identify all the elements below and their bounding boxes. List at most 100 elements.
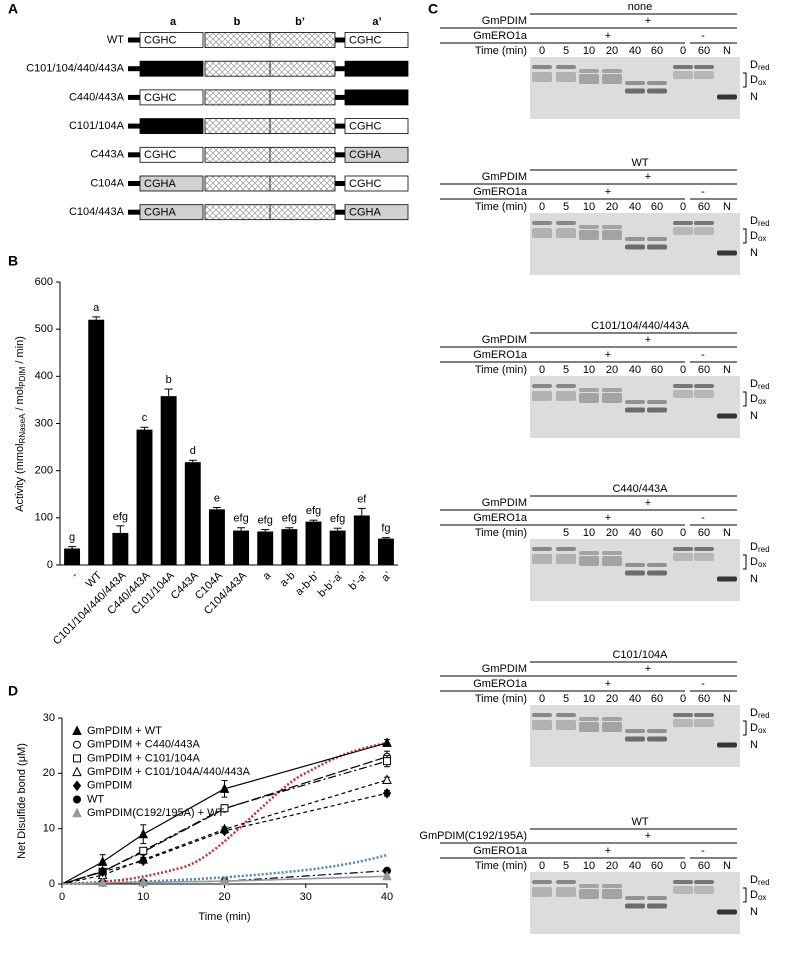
gel-band — [717, 94, 737, 100]
oxidase-sign: - — [701, 186, 705, 198]
group-label: efg — [113, 511, 128, 523]
y-axis-label: Activity (mmolRNaseA / molPDIM / min) — [14, 336, 27, 512]
gel-label: Dred — [750, 707, 770, 720]
marker — [382, 870, 392, 881]
enzyme-sign: + — [645, 830, 651, 842]
gel-band — [532, 72, 552, 82]
group-label: e — [214, 492, 220, 504]
construct-name: C104/443A — [69, 206, 125, 218]
gel-band — [647, 736, 667, 742]
fit-curves — [62, 741, 388, 885]
panel-letter: A — [8, 1, 18, 17]
gel-label-part: D — [750, 556, 758, 568]
gel-band — [625, 896, 645, 900]
oxidase-sign: + — [605, 678, 611, 690]
gel-title: none — [628, 1, 652, 13]
lane-label: 40 — [629, 527, 641, 539]
gel-band — [673, 65, 693, 69]
y-tick-label: 300 — [35, 417, 53, 429]
x-tick-label: 30 — [300, 891, 312, 903]
gel-title: C101/104/440/443A — [591, 320, 690, 332]
group-label: efg — [233, 513, 248, 525]
gel-label-part: ox — [758, 726, 766, 735]
gel-band — [647, 729, 667, 733]
marker — [97, 877, 108, 887]
y-tick-label: 0 — [47, 559, 53, 571]
group-label: ef — [357, 493, 367, 505]
legend-label: GmPDIM + WT — [87, 725, 162, 737]
enzyme-sign: + — [645, 15, 651, 27]
bar — [305, 521, 322, 565]
y-tick-label: 30 — [43, 712, 55, 724]
gel-band — [694, 553, 714, 561]
gel-band — [579, 889, 599, 899]
bar — [377, 538, 394, 565]
marker — [138, 828, 149, 839]
motif: CGHC — [349, 34, 381, 46]
motif: AGHA — [349, 92, 381, 104]
gel-band — [602, 556, 622, 566]
group-label: b — [166, 374, 172, 386]
bar — [329, 530, 346, 565]
gel-label: N — [750, 247, 758, 259]
enzyme-sign: + — [645, 663, 651, 675]
x-tick-label: 20 — [218, 891, 230, 903]
linker — [128, 181, 140, 186]
gel-band — [556, 713, 576, 717]
gel-band — [579, 230, 599, 240]
gel-band — [673, 886, 693, 894]
gel-band — [579, 884, 599, 888]
gel-band — [625, 88, 645, 94]
legend-marker — [73, 754, 81, 763]
gel-band — [673, 553, 693, 561]
gel-label: Dox — [750, 393, 766, 406]
lane-label: 5 — [563, 364, 569, 376]
gel-band — [717, 576, 737, 582]
linker — [128, 66, 140, 72]
lane-label: N — [723, 860, 731, 872]
gel-band — [579, 69, 599, 73]
bar — [64, 548, 81, 565]
linker — [335, 94, 345, 100]
gel-band — [694, 390, 714, 398]
gel-title: WT — [631, 157, 648, 169]
time-label: Time (min) — [475, 45, 527, 57]
y-tick-label: 20 — [43, 767, 55, 779]
legend-label: WT — [87, 793, 104, 805]
lane-label: 0 — [680, 364, 686, 376]
marker — [219, 783, 230, 793]
gel-label-part: D — [750, 74, 758, 86]
lane-label: 40 — [629, 860, 641, 872]
gel-band — [556, 554, 576, 564]
gel-label: Dox — [750, 889, 766, 902]
motif: CGHA — [144, 207, 176, 219]
linker — [128, 209, 140, 215]
gel-band — [673, 71, 693, 79]
gel-band — [694, 713, 714, 717]
lane-label: 60 — [651, 527, 663, 539]
enzyme-label: GmPDIM — [482, 497, 527, 509]
oxidase-sign: + — [605, 30, 611, 42]
gel-band — [694, 547, 714, 551]
oxidase-sign: - — [701, 678, 705, 690]
lane-label: 60 — [651, 45, 663, 57]
linker — [128, 37, 140, 43]
motif: AGHA — [144, 121, 176, 133]
lane-label: 40 — [629, 45, 641, 57]
gel-label-part: red — [758, 382, 770, 391]
bracket — [743, 228, 747, 244]
group-label: fg — [381, 523, 390, 535]
group-label: c — [142, 412, 148, 424]
panel-letter: D — [8, 683, 18, 699]
lane-label: 5 — [563, 527, 569, 539]
y-tick-label: 10 — [43, 823, 55, 835]
lane-label: 20 — [606, 860, 618, 872]
gel-band — [673, 221, 693, 225]
gel-band — [694, 227, 714, 235]
gel-band — [625, 407, 645, 413]
gel-band — [532, 554, 552, 564]
y-tick-label: 100 — [35, 512, 53, 524]
lane-label: 0 — [539, 364, 545, 376]
gel-band — [532, 887, 552, 897]
